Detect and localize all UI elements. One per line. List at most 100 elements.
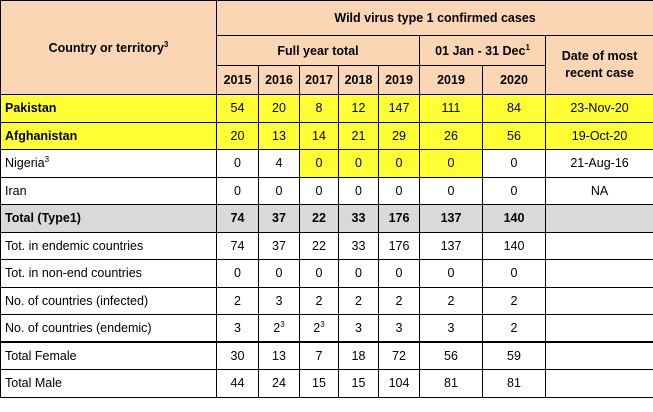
value-cell: 23 bbox=[299, 314, 339, 343]
value-cell: 0 bbox=[378, 149, 420, 178]
value-cell: 176 bbox=[378, 231, 420, 260]
table-row: Tot. in endemic countries 74 37 22 33 176 137 1… bbox=[0, 231, 653, 260]
table-row: Iran 0 0 0 0 0 0 0 NA bbox=[0, 176, 653, 205]
period-header: 01 Jan - 31 Dec1 bbox=[419, 35, 546, 66]
value-cell: 147 bbox=[378, 94, 420, 123]
year-header: 2016 bbox=[258, 65, 300, 95]
value-cell: 0 bbox=[482, 176, 546, 205]
value-cell: 13 bbox=[258, 341, 300, 370]
recent-case-cell: NA bbox=[544, 176, 653, 205]
value-cell: 2 bbox=[216, 286, 259, 315]
value-cell: 20 bbox=[216, 121, 259, 150]
value-cell: 0 bbox=[258, 259, 300, 288]
recent-case-header: Date of most recent case bbox=[544, 35, 653, 95]
value-cell: 29 bbox=[378, 121, 420, 150]
wild-virus-header: Wild virus type 1 confirmed cases bbox=[215, 0, 653, 36]
value-cell: 0 bbox=[216, 176, 259, 205]
year-header: 2020 bbox=[482, 65, 546, 95]
value-cell: 140 bbox=[482, 204, 546, 233]
value-cell: 2 bbox=[482, 314, 546, 343]
value-cell: 81 bbox=[419, 369, 483, 398]
value-cell: 111 bbox=[419, 94, 483, 123]
table-row: Pakistan 54 20 8 12 147 111 84 23-Nov-20 bbox=[0, 94, 653, 123]
recent-case-cell bbox=[544, 204, 653, 233]
value-cell: 56 bbox=[482, 121, 546, 150]
recent-case-cell: 21-Aug-16 bbox=[544, 149, 653, 178]
value-cell: 3 bbox=[378, 314, 420, 343]
value-cell: 15 bbox=[338, 369, 379, 398]
value-cell: 3 bbox=[258, 286, 300, 315]
value-cell: 0 bbox=[419, 176, 483, 205]
table-row: Nigeria3 0 4 0 0 0 0 0 21-Aug-16 bbox=[0, 149, 653, 178]
recent-case-cell bbox=[544, 286, 653, 315]
row-label: Total (Type1) bbox=[0, 204, 217, 233]
value-cell: 0 bbox=[482, 259, 546, 288]
row-label: Iran bbox=[0, 176, 217, 205]
row-label: No. of countries (endemic) bbox=[0, 314, 217, 343]
value-cell: 22 bbox=[299, 231, 339, 260]
value-cell: 56 bbox=[419, 341, 483, 370]
value-cell: 2 bbox=[378, 286, 420, 315]
year-header: 2018 bbox=[338, 65, 379, 95]
table-row: No. of countries (infected) 2 3 2 2 2 2 2 bbox=[0, 286, 653, 315]
value-cell: 33 bbox=[338, 231, 379, 260]
recent-case-cell bbox=[544, 231, 653, 260]
table-row: Total Female 30 13 7 18 72 56 59 bbox=[0, 341, 653, 370]
value-cell: 8 bbox=[299, 94, 339, 123]
value-cell: 0 bbox=[338, 259, 379, 288]
row-label: Total Male bbox=[0, 369, 217, 398]
value-cell: 0 bbox=[299, 259, 339, 288]
value-cell: 7 bbox=[299, 341, 339, 370]
row-label: No. of countries (infected) bbox=[0, 286, 217, 315]
value-cell: 37 bbox=[258, 231, 300, 260]
recent-case-cell: 19-Oct-20 bbox=[544, 121, 653, 150]
value-cell: 2 bbox=[419, 286, 483, 315]
value-cell: 23 bbox=[258, 314, 300, 343]
row-label: Tot. in endemic countries bbox=[0, 231, 217, 260]
value-cell: 0 bbox=[216, 259, 259, 288]
value-cell: 2 bbox=[338, 286, 379, 315]
value-cell: 0 bbox=[216, 149, 259, 178]
value-cell: 140 bbox=[482, 231, 546, 260]
value-cell: 3 bbox=[338, 314, 379, 343]
year-header: 2015 bbox=[216, 65, 259, 95]
value-cell: 176 bbox=[378, 204, 420, 233]
year-header: 2017 bbox=[299, 65, 339, 95]
recent-case-cell: 23-Nov-20 bbox=[544, 94, 653, 123]
value-cell: 137 bbox=[419, 204, 483, 233]
value-cell: 3 bbox=[216, 314, 259, 343]
value-cell: 0 bbox=[482, 149, 546, 178]
value-cell: 0 bbox=[378, 176, 420, 205]
value-cell: 3 bbox=[419, 314, 483, 343]
value-cell: 59 bbox=[482, 341, 546, 370]
value-cell: 84 bbox=[482, 94, 546, 123]
value-cell: 2 bbox=[299, 286, 339, 315]
value-cell: 18 bbox=[338, 341, 379, 370]
table-row: Total Male 44 24 15 15 104 81 81 bbox=[0, 369, 653, 398]
value-cell: 81 bbox=[482, 369, 546, 398]
table-row: Total (Type1) 74 37 22 33 176 137 140 bbox=[0, 204, 653, 233]
value-cell: 74 bbox=[216, 204, 259, 233]
value-cell: 20 bbox=[258, 94, 300, 123]
value-cell: 24 bbox=[258, 369, 300, 398]
country-column-header: Country or territory3 bbox=[0, 0, 217, 95]
value-cell: 137 bbox=[419, 231, 483, 260]
value-cell: 30 bbox=[216, 341, 259, 370]
value-cell: 33 bbox=[338, 204, 379, 233]
value-cell: 0 bbox=[338, 176, 379, 205]
value-cell: 44 bbox=[216, 369, 259, 398]
recent-case-cell bbox=[544, 341, 653, 370]
value-cell: 72 bbox=[378, 341, 420, 370]
value-cell: 0 bbox=[338, 149, 379, 178]
value-cell: 0 bbox=[299, 176, 339, 205]
value-cell: 4 bbox=[258, 149, 300, 178]
value-cell: 15 bbox=[299, 369, 339, 398]
recent-case-cell bbox=[544, 314, 653, 343]
value-cell: 12 bbox=[338, 94, 379, 123]
value-cell: 0 bbox=[299, 149, 339, 178]
recent-case-cell bbox=[544, 369, 653, 398]
value-cell: 0 bbox=[419, 149, 483, 178]
row-label: Total Female bbox=[0, 341, 217, 370]
year-header: 2019 bbox=[419, 65, 483, 95]
polio-cases-table: Country or territory3 Wild virus type 1 … bbox=[0, 0, 653, 398]
